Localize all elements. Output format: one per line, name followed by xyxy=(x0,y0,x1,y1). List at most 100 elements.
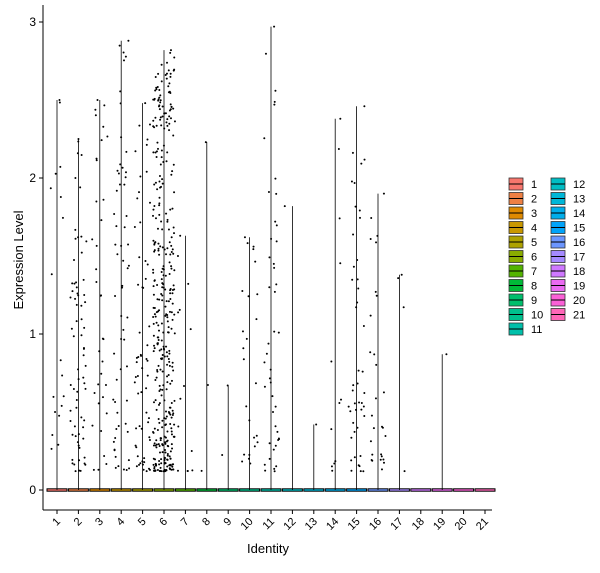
data-point xyxy=(123,338,126,341)
data-point xyxy=(117,424,120,427)
data-point xyxy=(275,224,278,227)
data-point xyxy=(115,189,118,192)
data-point xyxy=(126,430,129,433)
data-point xyxy=(155,311,158,314)
data-point xyxy=(252,248,255,251)
y-axis-title: Expression Level xyxy=(11,210,26,309)
data-point xyxy=(82,376,85,379)
violin-group-21 xyxy=(474,488,496,492)
data-point xyxy=(169,253,172,256)
legend-item-3: 3 xyxy=(508,206,537,220)
data-point xyxy=(169,292,172,295)
data-point xyxy=(155,124,158,127)
data-point xyxy=(69,296,72,299)
data-point xyxy=(127,459,130,462)
data-point xyxy=(362,405,365,408)
data-point xyxy=(94,108,97,111)
data-point xyxy=(355,306,358,309)
data-point xyxy=(114,243,117,246)
data-point xyxy=(120,314,123,317)
data-point xyxy=(161,370,164,373)
data-point xyxy=(167,69,170,72)
data-point xyxy=(164,417,167,420)
legend-label: 14 xyxy=(573,208,585,220)
data-point xyxy=(163,127,166,130)
data-point xyxy=(140,427,143,430)
data-point xyxy=(80,304,83,307)
legend-label: 10 xyxy=(531,310,543,322)
data-point xyxy=(75,303,78,306)
data-point xyxy=(152,401,155,404)
data-point xyxy=(126,316,129,319)
data-point xyxy=(268,457,271,460)
y-axis: 0 1 2 3 xyxy=(29,5,44,510)
data-point xyxy=(120,136,123,139)
data-point xyxy=(102,125,105,128)
violin-group-8 xyxy=(196,141,218,492)
data-point xyxy=(78,446,81,449)
data-point xyxy=(172,107,175,110)
data-point xyxy=(79,469,82,472)
data-point xyxy=(159,388,162,391)
data-point xyxy=(263,137,266,140)
data-point xyxy=(124,171,127,174)
data-point xyxy=(145,470,148,473)
legend-item-1: 1 xyxy=(508,177,537,191)
data-point xyxy=(159,118,162,121)
data-point xyxy=(200,469,203,472)
data-point xyxy=(155,321,158,324)
data-point xyxy=(152,151,155,154)
data-point xyxy=(164,274,167,277)
data-point xyxy=(120,338,123,341)
data-point xyxy=(73,282,76,285)
data-point xyxy=(173,191,176,194)
data-point xyxy=(330,360,333,363)
data-point xyxy=(159,116,162,119)
data-point xyxy=(374,290,377,293)
data-point xyxy=(145,143,148,146)
data-point xyxy=(168,349,171,352)
plot-area xyxy=(46,25,496,492)
data-point xyxy=(74,228,77,231)
data-point xyxy=(166,118,169,121)
data-point xyxy=(163,417,166,420)
data-point xyxy=(106,135,109,138)
data-point xyxy=(353,182,356,185)
data-point xyxy=(358,209,361,212)
data-point xyxy=(145,357,148,360)
data-point xyxy=(273,103,276,106)
data-point xyxy=(62,395,65,398)
data-point xyxy=(372,427,375,430)
data-point xyxy=(363,392,366,395)
data-point xyxy=(128,467,131,470)
data-point xyxy=(123,226,126,229)
data-point xyxy=(162,283,165,286)
data-point xyxy=(76,441,79,444)
data-point xyxy=(243,236,246,239)
data-point xyxy=(153,467,156,470)
data-point xyxy=(277,331,280,334)
data-point xyxy=(83,382,86,385)
data-point xyxy=(164,441,167,444)
data-point xyxy=(148,438,151,441)
data-point xyxy=(114,400,117,403)
data-point xyxy=(112,440,115,443)
x-tick-label: 2 xyxy=(72,516,85,529)
data-point xyxy=(98,350,101,353)
legend-label: 1 xyxy=(531,179,537,191)
data-point xyxy=(164,112,167,115)
data-point xyxy=(170,311,173,314)
data-point xyxy=(165,351,168,354)
data-point xyxy=(59,359,62,362)
data-point xyxy=(154,116,157,119)
y-tick-label: 2 xyxy=(29,171,36,185)
data-point xyxy=(160,149,163,152)
data-point xyxy=(157,247,160,250)
data-point xyxy=(168,261,171,264)
x-axis: 1 2 3 4 5 6 7 8 9 10 11 12 13 14 15 16 17 18 19 20 21 xyxy=(43,509,492,533)
data-point xyxy=(373,353,376,356)
data-point xyxy=(119,90,122,93)
data-point xyxy=(267,191,270,194)
data-point xyxy=(206,383,209,386)
data-point xyxy=(74,237,77,240)
